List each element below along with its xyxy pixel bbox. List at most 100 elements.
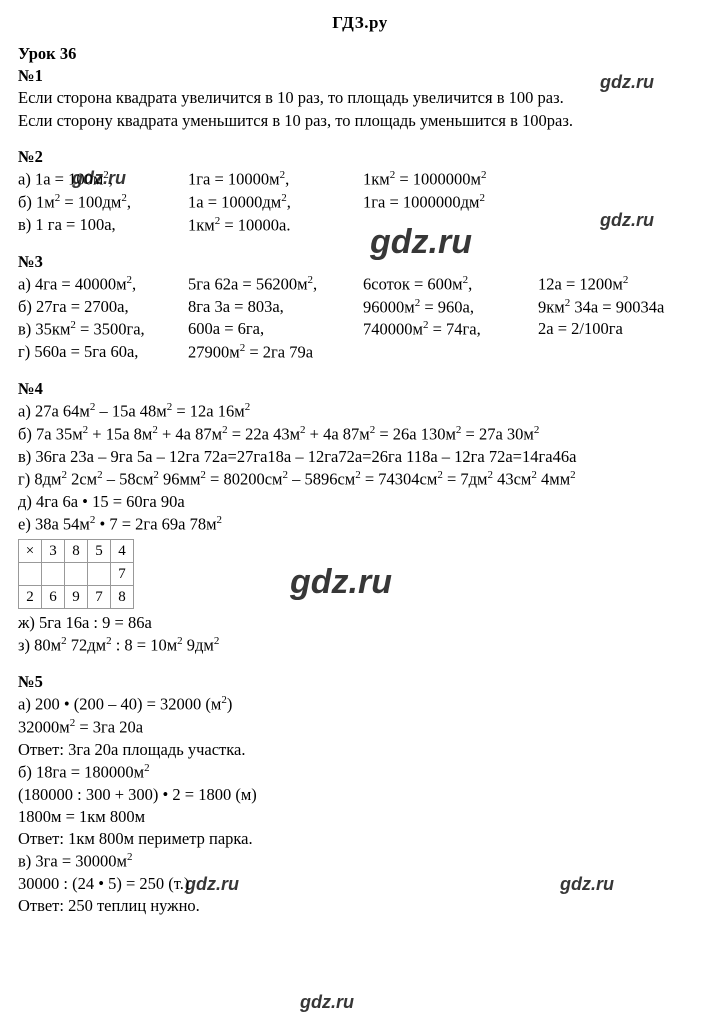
text: 12а = 1200м — [538, 274, 623, 293]
text: 600а = 6га, — [188, 319, 264, 338]
text: б) 7а 35м — [18, 424, 83, 443]
text: з) 80м — [18, 636, 61, 655]
text: а) — [18, 274, 31, 293]
cell: 8 — [111, 585, 134, 608]
cell: 7 — [88, 585, 111, 608]
text: = 74га, — [428, 320, 480, 339]
text: = 1000000м — [395, 170, 481, 189]
text: 34а = 90034а — [570, 297, 664, 316]
text: б) — [18, 193, 32, 212]
text: 35км — [35, 320, 70, 339]
text: – 15а 48м — [95, 402, 166, 421]
sup: 2 — [103, 169, 109, 181]
text: = 74304см — [361, 469, 438, 488]
text: 1а = 100м — [35, 170, 103, 189]
cell: 8 — [65, 539, 88, 562]
q5-a3: Ответ: 3га 20а площадь участка. — [18, 739, 702, 761]
q5-title: №5 — [18, 671, 702, 693]
multiplication-table: × 3 8 5 4 7 2 6 9 7 8 — [18, 539, 134, 609]
text: 5га 62а = 56200м — [188, 274, 308, 293]
text: 96000м — [363, 297, 415, 316]
text: = 27а 30м — [461, 424, 533, 443]
text: 740000м — [363, 320, 423, 339]
text: = 80200см — [206, 469, 283, 488]
text: = 12а 16м — [172, 402, 244, 421]
text: а) 200 • (200 – 40) = 32000 (м — [18, 695, 221, 714]
text: = 960а, — [420, 297, 474, 316]
watermark-big: gdz.ru — [290, 560, 392, 606]
text: ) — [227, 695, 233, 714]
text: 8га 3а = 803а, — [188, 297, 284, 316]
text: 4га = 40000м — [35, 274, 127, 293]
table-row: 2 6 9 7 8 — [19, 585, 134, 608]
q5-b4: Ответ: 1км 800м периметр парка. — [18, 828, 702, 850]
text: в) — [18, 215, 31, 234]
text: + 15а 8м — [88, 424, 152, 443]
text: а) 27а 64м — [18, 402, 90, 421]
q4-f: е) 38а 54м2 • 7 = 2га 69а 78м2 — [18, 513, 702, 536]
text: 1км — [363, 170, 390, 189]
page-header: ГДЗ.ру — [18, 12, 702, 35]
text: : 8 = 10м — [112, 636, 178, 655]
text: = 3500га, — [76, 320, 145, 339]
q3-row-d: г) 560а = 5га 60а, 27900м2 = 2га 79а — [18, 341, 702, 364]
cell: 9 — [65, 585, 88, 608]
q3-row-a: а) 4га = 40000м2, 5га 62а = 56200м2, 6со… — [18, 273, 702, 296]
lesson-title: Урок 36 — [18, 43, 702, 65]
text: 32000м — [18, 717, 70, 736]
watermark: gdz.ru — [300, 990, 354, 1014]
text: 560а = 5га 60а, — [34, 342, 138, 361]
q4-c: в) 36га 23а – 9га 5а – 12га 72а=27га18а … — [18, 446, 702, 468]
text: 96мм — [159, 469, 201, 488]
cell: 2 — [19, 585, 42, 608]
text: 43см — [493, 469, 531, 488]
text: = 3га 20а — [75, 717, 143, 736]
cell: × — [19, 539, 42, 562]
cell: 6 — [42, 585, 65, 608]
q3-row-c: в) 35км2 = 3500га, 600а = 6га, 740000м2 … — [18, 318, 702, 341]
cell: 3 — [42, 539, 65, 562]
text: 1км — [188, 215, 215, 234]
q5-c1: в) 3га = 30000м2 — [18, 850, 702, 873]
text: – 5896см — [288, 469, 355, 488]
text: е) 38а 54м — [18, 514, 90, 533]
sup: 2 — [481, 169, 487, 181]
text: б) 18га = 180000м — [18, 762, 144, 781]
text: 1га = 1000000дм — [363, 193, 479, 212]
q1-title: №1 — [18, 65, 702, 87]
text: 1га = 10000м — [188, 170, 280, 189]
cell — [42, 562, 65, 585]
text: 2а = 2/100га — [538, 319, 623, 338]
q4-g: ж) 5га 16а : 9 = 86а — [18, 612, 702, 634]
text: 9км — [538, 297, 565, 316]
q2-row-c: в) 1 га = 100а, 1км2 = 10000а. — [18, 214, 702, 237]
text: 72дм — [67, 636, 106, 655]
text: б) — [18, 297, 32, 316]
q3-row-b: б) 27га = 2700а, 8га 3а = 803а, 96000м2 … — [18, 296, 702, 319]
q4-a: а) 27а 64м2 – 15а 48м2 = 12а 16м2 — [18, 400, 702, 423]
table-row: 7 — [19, 562, 134, 585]
text: 6соток = 600м — [363, 274, 463, 293]
cell: 7 — [111, 562, 134, 585]
cell — [19, 562, 42, 585]
text: а) — [18, 170, 31, 189]
q4-b: б) 7а 35м2 + 15а 8м2 + 4а 87м2 = 22а 43м… — [18, 423, 702, 446]
text: • 7 = 2га 69а 78м — [95, 514, 216, 533]
text: = 10000а. — [220, 215, 290, 234]
q4-e: д) 4га 6а • 15 = 60га 90а — [18, 491, 702, 513]
q3-title: №3 — [18, 251, 702, 273]
text: 27900м — [188, 343, 240, 362]
cell: 4 — [111, 539, 134, 562]
q2-row-b: б) 1м2 = 100дм2, 1а = 10000дм2, 1га = 10… — [18, 191, 702, 214]
text: = 26а 130м — [375, 424, 456, 443]
text: 1а = 10000дм — [188, 193, 281, 212]
text: = 7дм — [443, 469, 488, 488]
text: = 100дм — [60, 193, 121, 212]
table-row: × 3 8 5 4 — [19, 539, 134, 562]
q4-d: г) 8дм2 2см2 – 58см2 96мм2 = 80200см2 – … — [18, 468, 702, 491]
q5-c3: Ответ: 250 теплиц нужно. — [18, 895, 702, 917]
text: г) — [18, 342, 30, 361]
text: в) — [18, 320, 31, 339]
text: г) 8дм — [18, 469, 61, 488]
text: + 4а 87м — [158, 424, 222, 443]
